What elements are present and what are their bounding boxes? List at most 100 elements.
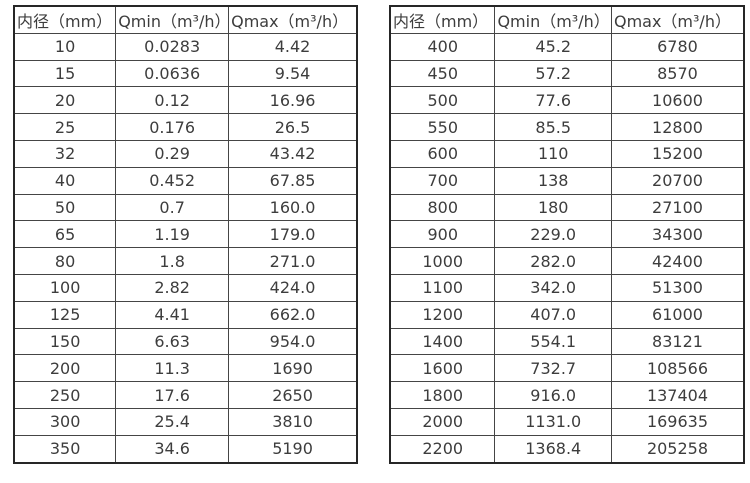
table-cell-qmin: 180 bbox=[494, 193, 612, 222]
table-row: 1400 554.1 83121 bbox=[389, 327, 745, 356]
table-cell-qmax: 3810 bbox=[228, 407, 358, 436]
table-cell-qmin: 342.0 bbox=[494, 273, 612, 302]
table-row: 350 34.6 5190 bbox=[13, 434, 358, 464]
table-row: 50 0.7 160.0 bbox=[13, 193, 358, 222]
table-cell-qmax: 179.0 bbox=[228, 220, 358, 249]
table-cell-diameter: 100 bbox=[13, 273, 117, 302]
table-cell-qmax: 67.85 bbox=[228, 166, 358, 195]
table-row: 800 180 27100 bbox=[389, 193, 745, 222]
table-cell-qmin: 0.0636 bbox=[115, 59, 230, 88]
table-cell-qmin: 85.5 bbox=[494, 113, 612, 141]
flow-spec-table-large-diameters: 内径（mm） Qmin（m³/h） Qmax（m³/h） 400 45.2 6780 450… bbox=[389, 5, 745, 464]
table-cell-diameter: 1600 bbox=[389, 354, 496, 383]
table-row: 40 0.452 67.85 bbox=[13, 166, 358, 195]
table-cell-qmin: 0.29 bbox=[115, 139, 230, 168]
table-cell-qmin: 2.82 bbox=[115, 273, 230, 302]
table-row: 700 138 20700 bbox=[389, 166, 745, 195]
table-row: 200 11.3 1690 bbox=[13, 354, 358, 383]
table-cell-diameter: 900 bbox=[389, 220, 496, 249]
table-cell-diameter: 10 bbox=[13, 32, 117, 61]
table-cell-qmin: 6.63 bbox=[115, 327, 230, 356]
header-cell-diameter: 内径（mm） bbox=[13, 5, 117, 34]
table-cell-diameter: 2200 bbox=[389, 434, 496, 464]
table-row: 550 85.5 12800 bbox=[389, 113, 745, 141]
table-cell-qmin: 34.6 bbox=[115, 434, 230, 464]
table-cell-diameter: 1000 bbox=[389, 247, 496, 275]
table-row: 32 0.29 43.42 bbox=[13, 139, 358, 168]
table-cell-qmin: 0.12 bbox=[115, 86, 230, 115]
table-cell-qmin: 1368.4 bbox=[494, 434, 612, 464]
table-cell-qmin: 732.7 bbox=[494, 354, 612, 383]
table-cell-qmin: 282.0 bbox=[494, 247, 612, 275]
table-cell-qmax: 26.5 bbox=[228, 113, 358, 141]
table-cell-diameter: 550 bbox=[389, 113, 496, 141]
table-cell-qmin: 407.0 bbox=[494, 300, 612, 329]
header-cell-qmax: Qmax（m³/h） bbox=[610, 5, 745, 34]
table-cell-diameter: 400 bbox=[389, 32, 496, 61]
table-cell-diameter: 125 bbox=[13, 300, 117, 329]
table-cell-qmax: 662.0 bbox=[228, 300, 358, 329]
header-cell-qmin: Qmin（m³/h） bbox=[115, 5, 230, 34]
table-cell-diameter: 450 bbox=[389, 59, 496, 88]
table-row: 125 4.41 662.0 bbox=[13, 300, 358, 329]
table-cell-qmin: 916.0 bbox=[494, 381, 612, 409]
table-cell-qmax: 42400 bbox=[610, 247, 745, 275]
table-cell-qmin: 1.19 bbox=[115, 220, 230, 249]
table-cell-qmax: 10600 bbox=[610, 86, 745, 115]
table-cell-qmax: 205258 bbox=[610, 434, 745, 464]
table-cell-diameter: 300 bbox=[13, 407, 117, 436]
table-cell-qmax: 137404 bbox=[610, 381, 745, 409]
table-cell-qmax: 34300 bbox=[610, 220, 745, 249]
table-cell-qmax: 15200 bbox=[610, 139, 745, 168]
table-row: 25 0.176 26.5 bbox=[13, 113, 358, 141]
table-cell-qmin: 77.6 bbox=[494, 86, 612, 115]
table-row: 500 77.6 10600 bbox=[389, 86, 745, 115]
table-cell-diameter: 50 bbox=[13, 193, 117, 222]
table-row: 1200 407.0 61000 bbox=[389, 300, 745, 329]
table-cell-qmax: 16.96 bbox=[228, 86, 358, 115]
flow-spec-table-small-diameters: 内径（mm） Qmin（m³/h） Qmax（m³/h） 10 0.0283 4.42 15… bbox=[13, 5, 358, 464]
table-cell-diameter: 1800 bbox=[389, 381, 496, 409]
table-cell-qmin: 229.0 bbox=[494, 220, 612, 249]
table-cell-qmin: 1.8 bbox=[115, 247, 230, 275]
table-cell-qmax: 8570 bbox=[610, 59, 745, 88]
table-row: 10 0.0283 4.42 bbox=[13, 32, 358, 61]
table-cell-qmin: 110 bbox=[494, 139, 612, 168]
table-row: 2200 1368.4 205258 bbox=[389, 434, 745, 464]
header-row: 内径（mm） Qmin（m³/h） Qmax（m³/h） bbox=[389, 5, 745, 34]
table-cell-diameter: 150 bbox=[13, 327, 117, 356]
table-cell-qmin: 0.0283 bbox=[115, 32, 230, 61]
table-cell-qmin: 11.3 bbox=[115, 354, 230, 383]
table-cell-diameter: 200 bbox=[13, 354, 117, 383]
table-row: 450 57.2 8570 bbox=[389, 59, 745, 88]
table-cell-qmin: 57.2 bbox=[494, 59, 612, 88]
table-row: 2000 1131.0 169635 bbox=[389, 407, 745, 436]
table-cell-qmin: 1131.0 bbox=[494, 407, 612, 436]
table-cell-qmax: 954.0 bbox=[228, 327, 358, 356]
table-row: 300 25.4 3810 bbox=[13, 407, 358, 436]
table-cell-qmin: 45.2 bbox=[494, 32, 612, 61]
table-row: 900 229.0 34300 bbox=[389, 220, 745, 249]
table-cell-diameter: 800 bbox=[389, 193, 496, 222]
table-row: 1800 916.0 137404 bbox=[389, 381, 745, 409]
table-cell-qmax: 271.0 bbox=[228, 247, 358, 275]
table-cell-qmax: 20700 bbox=[610, 166, 745, 195]
table-cell-diameter: 32 bbox=[13, 139, 117, 168]
table-cell-diameter: 500 bbox=[389, 86, 496, 115]
table-row: 1600 732.7 108566 bbox=[389, 354, 745, 383]
table-cell-qmax: 9.54 bbox=[228, 59, 358, 88]
table-row: 400 45.2 6780 bbox=[389, 32, 745, 61]
table-cell-qmin: 554.1 bbox=[494, 327, 612, 356]
table-row: 250 17.6 2650 bbox=[13, 381, 358, 409]
table-row: 15 0.0636 9.54 bbox=[13, 59, 358, 88]
table-cell-qmax: 169635 bbox=[610, 407, 745, 436]
table-row: 150 6.63 954.0 bbox=[13, 327, 358, 356]
table-cell-diameter: 2000 bbox=[389, 407, 496, 436]
table-cell-qmax: 5190 bbox=[228, 434, 358, 464]
table-row: 600 110 15200 bbox=[389, 139, 745, 168]
table-cell-qmin: 0.176 bbox=[115, 113, 230, 141]
table-cell-diameter: 350 bbox=[13, 434, 117, 464]
table-cell-qmax: 160.0 bbox=[228, 193, 358, 222]
table-cell-qmin: 17.6 bbox=[115, 381, 230, 409]
table-cell-qmin: 0.452 bbox=[115, 166, 230, 195]
